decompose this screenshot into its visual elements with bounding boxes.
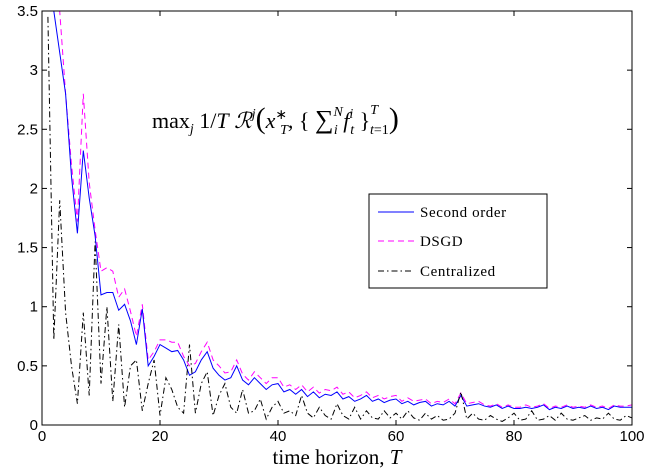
series-line-second-order — [47, 11, 632, 411]
x-tick-label: 60 — [388, 428, 405, 445]
formula-annotation: maxj 1/T ℛj(x∗ T, { ∑N i fi t }T t=1) — [152, 102, 399, 138]
y-tick-label: 1 — [30, 299, 38, 316]
y-tick-label: 0 — [30, 417, 38, 434]
x-axis-label: time horizon, T — [273, 445, 403, 469]
x-tick-label: 0 — [38, 428, 46, 445]
y-tick-label: 2.5 — [17, 121, 38, 138]
y-tick-label: 2 — [30, 180, 38, 197]
svg-text:maxj 1/T ℛj(x∗T, { ∑Ni fit }T: maxj 1/T ℛj(x∗ T, { ∑N i fi t }T t=1) — [152, 102, 399, 138]
y-tick-label: 3 — [30, 62, 38, 79]
y-tick-label: 3.5 — [17, 3, 38, 20]
series-line-centralized — [47, 16, 632, 423]
x-tick-label: 80 — [506, 428, 523, 445]
x-tick-label: 20 — [152, 428, 169, 445]
legend: Second order DSGD Centralized — [368, 193, 548, 289]
legend-label-centralized: Centralized — [420, 264, 496, 280]
legend-label-second-order: Second order — [420, 205, 507, 221]
series-line-dsgd — [47, 11, 632, 410]
y-tick-label: 0.5 — [17, 358, 38, 375]
plot-frame — [41, 10, 633, 426]
x-tick-label: 100 — [619, 428, 644, 445]
series-layer — [47, 11, 632, 423]
y-tick-label: 1.5 — [17, 240, 38, 257]
tick-layer: 0 20 40 60 80 100 0 0.5 1 1.5 2 2.5 3 3.5 — [17, 3, 644, 445]
x-tick-label: 40 — [270, 428, 287, 445]
legend-label-dsgd: DSGD — [420, 234, 463, 250]
